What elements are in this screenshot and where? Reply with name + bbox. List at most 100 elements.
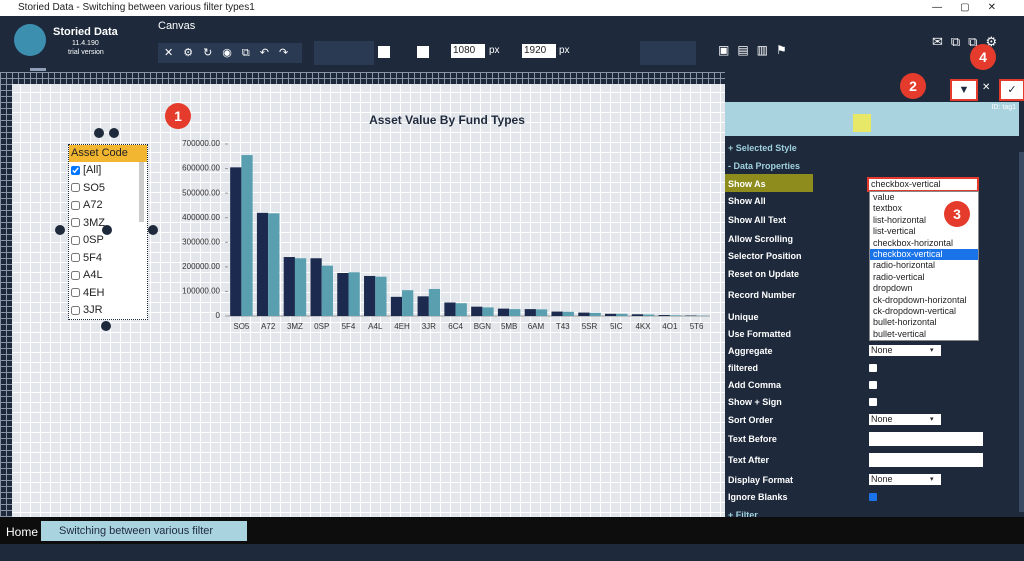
section-header[interactable]: - Data Properties [728, 161, 800, 171]
bar [456, 303, 467, 316]
checkbox[interactable] [71, 306, 80, 315]
option[interactable]: dropdown [870, 283, 978, 294]
resize-handle[interactable] [101, 321, 111, 331]
taskbar: Home Switching between various filter ty… [0, 517, 1024, 544]
window-controls[interactable]: —▢✕ [932, 0, 1014, 16]
bar [509, 309, 520, 316]
scrollbar[interactable] [1019, 152, 1024, 512]
bar [605, 314, 616, 316]
filter-item[interactable]: 3JR [71, 304, 103, 316]
bar [525, 309, 536, 316]
checkbox[interactable] [71, 271, 80, 280]
close-button[interactable]: ✕ [982, 82, 990, 93]
widget-preview: ID: tag1 [725, 102, 1019, 136]
bar [257, 213, 268, 316]
apply-button[interactable]: ✓ [999, 79, 1024, 101]
bar [632, 314, 643, 316]
bar [391, 297, 402, 316]
bar [364, 276, 375, 316]
option[interactable]: bullet-vertical [870, 329, 978, 340]
option[interactable]: list-vertical [870, 226, 978, 237]
bar [659, 315, 670, 316]
checkbox[interactable] [869, 493, 877, 501]
bar [498, 309, 509, 316]
bar [590, 313, 601, 316]
filter-item[interactable]: 4EH [71, 287, 104, 299]
select-arrow: ▾ [930, 345, 934, 356]
x-tick-label: SO5 [233, 322, 250, 331]
property-label: Text After [728, 455, 769, 465]
checkbox[interactable] [71, 218, 80, 227]
show-as-select[interactable]: checkbox-vertical [867, 177, 979, 192]
checkbox[interactable] [869, 381, 877, 389]
refresh-handle[interactable] [109, 128, 119, 138]
x-tick-label: A4L [368, 322, 383, 331]
checkbox[interactable] [71, 288, 80, 297]
bar [337, 273, 348, 316]
y-tick-label: 200000.00 [182, 262, 220, 271]
option[interactable]: radio-horizontal [870, 260, 978, 271]
bar [643, 315, 654, 316]
app-window: Storied Data - Switching between various… [0, 0, 1024, 544]
checkbox[interactable] [71, 166, 80, 175]
home-button[interactable]: Home [6, 525, 38, 539]
filter-item[interactable]: 3MZ [71, 217, 105, 229]
bar [563, 312, 574, 316]
option[interactable]: checkbox-horizontal [870, 238, 978, 249]
filter-item[interactable]: A4L [71, 269, 103, 281]
text-input[interactable] [869, 453, 983, 467]
bar [230, 167, 241, 316]
filter-item[interactable]: A72 [71, 199, 103, 211]
option[interactable]: ck-dropdown-vertical [870, 306, 978, 317]
x-tick-label: BGN [474, 322, 492, 331]
y-tick-label: 300000.00 [182, 237, 220, 246]
scrollbar[interactable] [139, 162, 144, 222]
filter-title: Asset Code [69, 145, 147, 162]
x-tick-label: 5F4 [342, 322, 356, 331]
bar [471, 307, 482, 316]
property-label: Show All Text [728, 215, 786, 225]
filter-item[interactable]: 0SP [71, 234, 104, 246]
y-tick-label: 600000.00 [182, 164, 220, 173]
property-label: Display Format [728, 475, 793, 485]
file-toolbar[interactable]: ▣▤▥⚑ [718, 43, 798, 63]
resize-handle[interactable] [148, 225, 158, 235]
option[interactable]: bullet-horizontal [870, 317, 978, 328]
x-tick-label: 5IC [610, 322, 623, 331]
filter-item[interactable]: [All] [71, 164, 101, 176]
checkbox[interactable] [869, 398, 877, 406]
checkbox[interactable] [71, 253, 80, 262]
option[interactable]: checkbox-vertical [870, 249, 978, 260]
text-input[interactable] [869, 432, 983, 446]
item-label: SO5 [83, 182, 105, 194]
center-handle[interactable] [102, 225, 112, 235]
bar [268, 213, 279, 316]
property-label: Add Comma [728, 380, 781, 390]
filter-button[interactable]: ▼ [950, 79, 978, 101]
tab[interactable]: Switching between various filter types1 [41, 521, 247, 541]
option[interactable]: radio-vertical [870, 272, 978, 283]
property-label: Show All [728, 196, 766, 206]
select-arrow: ▾ [930, 414, 934, 425]
callout-badge: 3 [944, 201, 970, 227]
y-tick-label: 0 [216, 311, 221, 320]
filter-item[interactable]: SO5 [71, 182, 105, 194]
item-label: 0SP [83, 234, 104, 246]
x-tick-label: 4O1 [662, 322, 678, 331]
y-tick-label: 100000.00 [182, 287, 220, 296]
filter-item[interactable]: 5F4 [71, 252, 102, 264]
section-header[interactable]: + Selected Style [728, 143, 797, 153]
move-handle[interactable] [94, 128, 104, 138]
option[interactable]: ck-dropdown-horizontal [870, 295, 978, 306]
item-label: [All] [83, 164, 101, 176]
callout-badge: 1 [165, 103, 191, 129]
property-label: Show + Sign [728, 397, 782, 407]
checkbox[interactable] [71, 183, 80, 192]
checkbox[interactable] [71, 201, 80, 210]
item-label: A72 [83, 199, 103, 211]
checkbox[interactable] [71, 236, 80, 245]
checkbox[interactable] [869, 364, 877, 372]
bar [402, 290, 413, 316]
resize-handle[interactable] [55, 225, 65, 235]
x-tick-label: 0SP [314, 322, 329, 331]
